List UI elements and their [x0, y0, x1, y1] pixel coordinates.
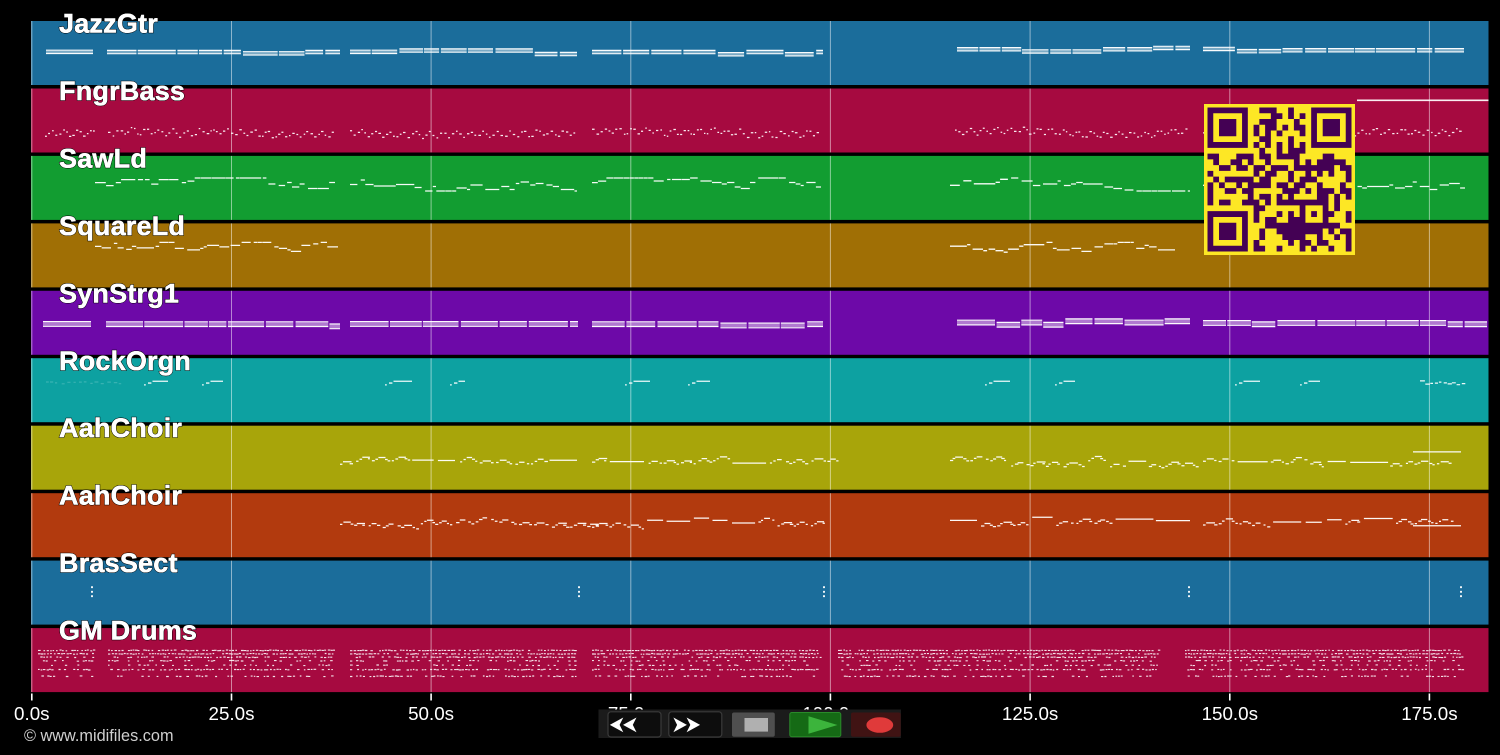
svg-text:FngrBass: FngrBass [59, 76, 185, 106]
svg-text:SawLd: SawLd [59, 143, 147, 173]
svg-text:125.0s: 125.0s [1002, 703, 1058, 724]
svg-text:AahChoir: AahChoir [59, 481, 182, 511]
svg-text:RockOrgn: RockOrgn [59, 346, 191, 376]
svg-text:RockOrgn: RockOrgn [59, 346, 191, 376]
svg-text:0.0s: 0.0s [14, 703, 50, 724]
svg-text:SquareLd: SquareLd [59, 211, 185, 241]
svg-text:BrasSect: BrasSect [59, 548, 178, 578]
svg-text:SawLd: SawLd [59, 143, 147, 173]
svg-text:AahChoir: AahChoir [59, 481, 182, 511]
svg-text:© www.midifiles.com: © www.midifiles.com [24, 727, 174, 745]
svg-text:FngrBass: FngrBass [59, 76, 185, 106]
svg-text:GM Drums: GM Drums [59, 616, 197, 646]
svg-text:SquareLd: SquareLd [59, 211, 185, 241]
svg-text:SynStrg1: SynStrg1 [59, 278, 179, 308]
svg-text:AahChoir: AahChoir [59, 413, 182, 443]
svg-text:150.0s: 150.0s [1202, 703, 1258, 724]
svg-text:175.0s: 175.0s [1401, 703, 1457, 724]
svg-text:GM Drums: GM Drums [59, 616, 197, 646]
svg-text:AahChoir: AahChoir [59, 413, 182, 443]
svg-text:JazzGtr: JazzGtr [59, 9, 158, 39]
svg-text:SynStrg1: SynStrg1 [59, 278, 179, 308]
svg-text:25.0s: 25.0s [209, 703, 255, 724]
svg-text:50.0s: 50.0s [408, 703, 454, 724]
svg-text:JazzGtr: JazzGtr [59, 9, 158, 39]
svg-text:BrasSect: BrasSect [59, 548, 178, 578]
